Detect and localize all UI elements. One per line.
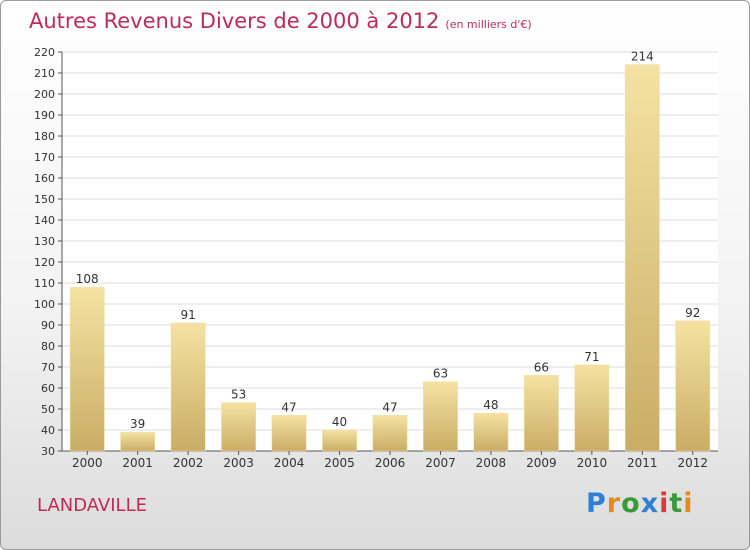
y-tick-label: 120: [34, 256, 55, 269]
bar-value-label: 53: [231, 388, 246, 402]
bar-value-label: 91: [181, 308, 196, 322]
brand-letter: i: [683, 488, 694, 519]
y-tick-label: 80: [41, 340, 55, 353]
y-tick-label: 130: [34, 235, 55, 248]
x-tick-label: 2009: [526, 456, 557, 470]
y-tick-label: 170: [34, 151, 55, 164]
y-tick-label: 190: [34, 109, 55, 122]
x-tick-label: 2007: [425, 456, 456, 470]
bar-value-label: 66: [534, 360, 549, 374]
y-tick-label: 30: [41, 445, 55, 458]
bar: [221, 402, 257, 452]
y-tick-label: 70: [41, 361, 55, 374]
x-tick-label: 2002: [173, 456, 204, 470]
x-tick-label: 2006: [375, 456, 406, 470]
y-tick-label: 60: [41, 382, 55, 395]
bar: [523, 375, 559, 452]
bar-value-label: 108: [76, 272, 99, 286]
bar: [423, 381, 458, 452]
chart-title-text: Autres Revenus Divers de 2000 à 2012: [29, 9, 440, 33]
bar: [170, 322, 206, 452]
brand-letter: r: [606, 488, 622, 519]
brand-letter: P: [586, 488, 607, 519]
y-tick-label: 200: [34, 88, 55, 101]
y-tick-label: 110: [34, 277, 55, 290]
y-tick-label: 90: [41, 319, 55, 332]
bar-value-label: 40: [332, 415, 347, 429]
bar-value-label: 63: [433, 367, 448, 381]
y-tick-label: 100: [34, 298, 55, 311]
x-tick-label: 2000: [72, 456, 103, 470]
bar: [271, 415, 307, 452]
y-tick-label: 210: [34, 67, 55, 80]
brand-letter: o: [621, 488, 641, 519]
bar-value-label: 214: [631, 50, 654, 64]
y-tick-label: 160: [34, 172, 55, 185]
x-tick-label: 2008: [476, 456, 507, 470]
y-tick-label: 50: [41, 403, 55, 416]
plot-area: [62, 52, 718, 451]
bar: [69, 286, 105, 452]
bar: [473, 412, 509, 452]
chart-subtitle: (en milliers d'€): [445, 18, 532, 31]
brand-letter: x: [640, 488, 660, 519]
bar-value-label: 48: [483, 398, 498, 412]
y-tick-label: 180: [34, 130, 55, 143]
bar: [574, 364, 610, 452]
bar-value-label: 47: [281, 400, 296, 414]
y-tick-label: 150: [34, 193, 55, 206]
x-tick-label: 2012: [677, 456, 708, 470]
brand-letter: i: [659, 488, 670, 519]
y-tick-label: 40: [41, 424, 55, 437]
bar-value-label: 92: [685, 306, 700, 320]
x-tick-label: 2003: [223, 456, 254, 470]
y-tick-label: 140: [34, 214, 55, 227]
bar-value-label: 39: [130, 417, 145, 431]
chart-title: Autres Revenus Divers de 2000 à 2012 (en …: [29, 9, 532, 33]
bar-value-label: 71: [584, 350, 599, 364]
x-tick-label: 2001: [122, 456, 153, 470]
bar: [322, 429, 357, 452]
bar: [675, 320, 711, 452]
bar: [624, 64, 660, 452]
y-tick-label: 220: [34, 46, 55, 59]
bar: [372, 415, 408, 452]
bar: [120, 431, 156, 452]
proxiti-logo: Proxiti: [586, 488, 694, 519]
x-tick-label: 2011: [627, 456, 658, 470]
x-tick-label: 2005: [324, 456, 355, 470]
x-tick-label: 2010: [577, 456, 608, 470]
brand-letter: t: [669, 488, 684, 519]
commune-name: LANDAVILLE: [37, 495, 147, 516]
x-tick-label: 2004: [274, 456, 305, 470]
bar-value-label: 47: [382, 400, 397, 414]
